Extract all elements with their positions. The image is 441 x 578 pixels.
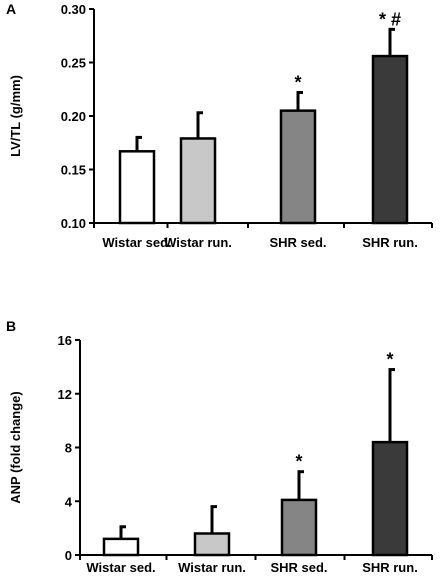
y-tick-label: 12 <box>58 387 72 402</box>
significance-marker: * <box>294 72 301 92</box>
panel-label: B <box>6 318 16 334</box>
category-label: SHR sed. <box>270 560 327 575</box>
y-tick-label: 16 <box>58 333 72 348</box>
y-tick-label: 8 <box>65 441 72 456</box>
chart-panel-b: B Wistar sed. Wistar run. * SHR sed. * SHR run… <box>6 318 433 575</box>
category-label: SHR run. <box>362 235 418 250</box>
y-tick-label: 0 <box>65 548 72 563</box>
bar-wistar-sed <box>118 150 156 225</box>
bar-wistar-sed <box>102 537 140 557</box>
bar-shr-sed <box>279 109 317 225</box>
category-label: SHR run. <box>362 560 418 575</box>
panel-label: A <box>6 1 16 17</box>
significance-marker: * # <box>379 9 401 29</box>
y-tick-label: 0.20 <box>61 109 86 124</box>
y-axis-title: ANP (fold change) <box>8 391 23 503</box>
category-label: Wistar sed. <box>86 560 155 575</box>
bar-shr-sed <box>280 498 318 557</box>
category-label: Wistar run. <box>164 235 232 250</box>
y-tick-label: 0.10 <box>61 216 86 231</box>
category-label: SHR sed. <box>269 235 326 250</box>
y-axis-title: LV/TL (g/mm) <box>8 75 23 157</box>
y-tick-label: 4 <box>65 494 73 509</box>
y-tick-label: 0.15 <box>61 163 86 178</box>
y-tick-label: 0.30 <box>61 2 86 17</box>
bar-shr-run <box>371 54 409 225</box>
chart-panel-a: A Wistar sed.Wistar run. * SHR sed. * # SHR r… <box>6 1 433 250</box>
significance-marker: * <box>386 350 393 370</box>
significance-marker: * <box>295 452 302 472</box>
category-label: Wistar run. <box>178 560 246 575</box>
bar-wistar-run <box>179 137 217 225</box>
bar-shr-run <box>371 440 409 557</box>
category-label: Wistar sed. <box>102 235 171 250</box>
y-tick-label: 0.25 <box>61 56 86 71</box>
bar-wistar-run <box>193 532 231 557</box>
